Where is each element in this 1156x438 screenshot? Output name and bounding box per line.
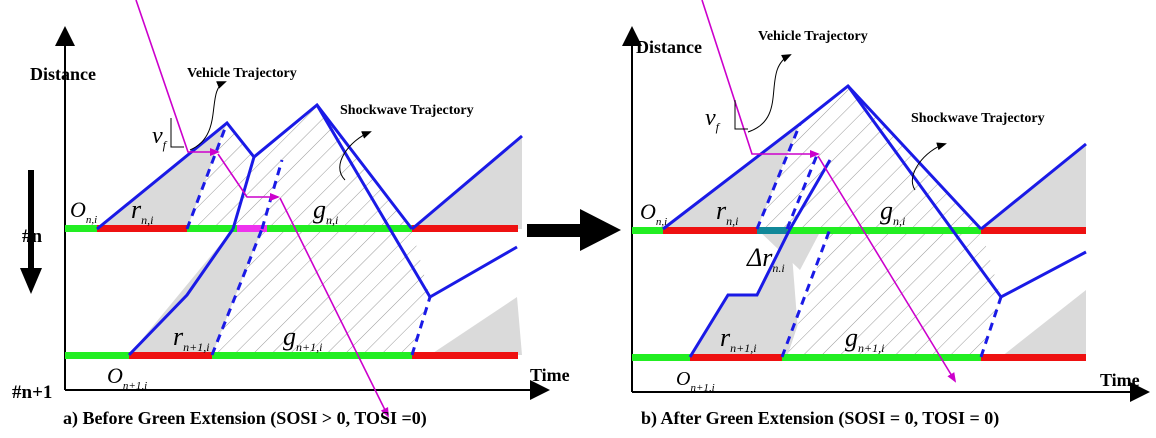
panel-a-r-n-label: rn,i	[131, 195, 153, 227]
panel-a-r-n1-label: rn+1,i	[173, 322, 210, 354]
vf-base: v	[152, 123, 163, 149]
panel-b-shockwave-label: Shockwave Trajectory	[911, 111, 1045, 126]
down-arrow-icon	[20, 170, 42, 294]
panel-a-shockwave-label: Shockwave Trajectory	[340, 103, 474, 118]
panel-a-hatched-area	[187, 105, 430, 355]
panel-a-vehicle-label: Vehicle Trajectory	[187, 66, 297, 81]
panel-a-o-n1-label: On+1,i	[107, 363, 147, 392]
row-n1-label: #n+1	[12, 382, 52, 403]
panel-a-vehicle-trajectory	[135, 0, 389, 418]
panel-b-shockwave-callout-arrow	[911, 142, 947, 191]
panel-b-shockwave-lines	[662, 83, 1087, 358]
panel-a-shockwave-callout-arrow	[339, 131, 372, 181]
panel-b-r-n1-label: rn+1,i	[720, 323, 757, 355]
panel-b-o-n-label: On,i	[640, 199, 667, 228]
panel-b: Distance Time Vehicle Trajectory Shockwa…	[622, 0, 1150, 429]
panel-b-y-axis-label: Distance	[636, 37, 702, 57]
panel-a-vf-angle-icon	[170, 118, 184, 148]
panel-a-vf-label: vf	[152, 123, 168, 152]
panel-a-o-n-label: On,i	[70, 197, 97, 226]
panel-b-o-n1-label: On+1,i	[676, 368, 715, 394]
panel-b-vf-label: vf	[705, 105, 721, 134]
panel-b-vehicle-callout-arrow	[747, 54, 792, 133]
panel-b-vehicle-trajectory	[701, 0, 957, 383]
panel-b-delta-r-label: Δrn.i	[746, 243, 785, 275]
panel-b-signal-row-n1	[632, 354, 1086, 361]
panel-a-signal-row-n1	[65, 352, 518, 359]
vf-sub: f	[163, 138, 168, 152]
panel-a-vehicle-callout-arrow	[189, 81, 227, 151]
panel-a: Distance Time Vehicle Trajectory Shockwa…	[30, 0, 570, 429]
panel-a-signal-row-n	[65, 225, 518, 232]
panel-b-g-n-label: gn,i	[880, 196, 905, 228]
panel-b-g-n1-label: gn+1,i	[845, 323, 884, 355]
transition-arrow-icon	[527, 209, 621, 251]
panel-b-vehicle-label: Vehicle Trajectory	[758, 29, 868, 44]
panel-b-caption: b) After Green Extension (SOSI = 0, TOSI…	[641, 408, 999, 429]
panel-b-vf-angle-icon	[734, 100, 748, 130]
panel-a-caption: a) Before Green Extension (SOSI > 0, TOS…	[63, 408, 427, 429]
panel-b-r-n-label: rn,i	[716, 196, 738, 228]
panel-a-y-axis-label: Distance	[30, 64, 96, 84]
panel-a-x-axis-label: Time	[530, 365, 570, 385]
panel-a-g-n-label: gn,i	[313, 195, 338, 227]
panel-b-signal-row-n	[632, 227, 1086, 234]
panel-a-g-n1-label: gn+1,i	[283, 322, 322, 354]
panel-b-x-axis-label: Time	[1100, 370, 1140, 390]
